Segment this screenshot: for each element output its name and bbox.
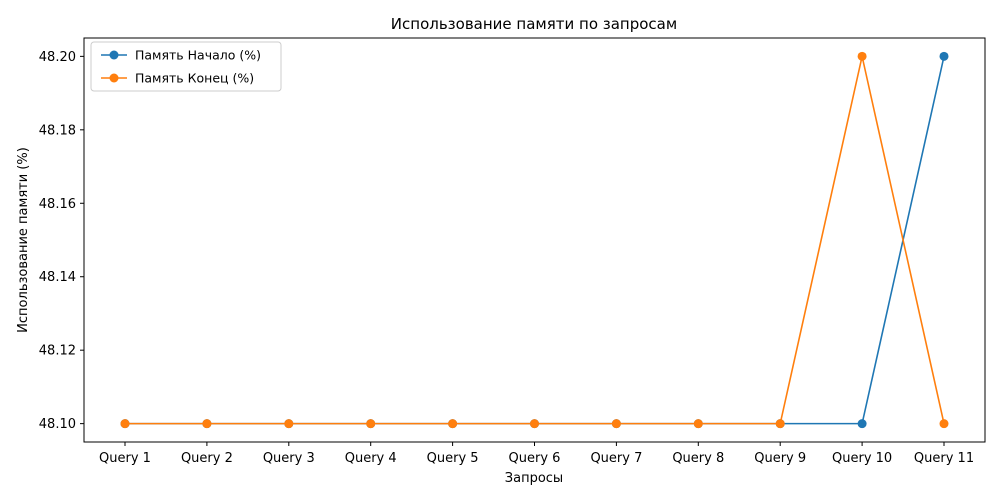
- legend-label: Память Конец (%): [135, 71, 254, 86]
- data-point: [939, 419, 949, 429]
- x-tick-label: Query 4: [345, 451, 397, 466]
- data-point: [366, 419, 376, 429]
- x-tick-label: Query 9: [754, 451, 806, 466]
- data-point: [611, 419, 621, 429]
- x-tick-label: Query 1: [99, 451, 151, 466]
- x-tick-label: Query 10: [832, 451, 892, 466]
- x-tick-label: Query 6: [509, 451, 561, 466]
- legend: Память Начало (%) Память Конец (%): [90, 41, 282, 92]
- y-axis-label: Использование памяти (%): [16, 147, 31, 333]
- y-tick-label: 48.18: [39, 123, 76, 138]
- x-tick-label: Query 3: [263, 451, 315, 466]
- data-point: [120, 419, 130, 429]
- data-point: [939, 51, 949, 61]
- legend-label: Память Начало (%): [135, 48, 261, 63]
- chart-title: Использование памяти по запросам: [391, 15, 677, 33]
- x-tick-label: Query 11: [914, 451, 974, 466]
- legend-box: [90, 41, 282, 92]
- x-tick-label: Query 5: [427, 451, 479, 466]
- series-layer: [120, 51, 949, 429]
- data-point: [857, 51, 867, 61]
- x-tick-label: Query 7: [590, 451, 642, 466]
- legend-marker: [109, 50, 119, 60]
- legend-marker: [109, 73, 119, 83]
- x-tick-label: Query 2: [181, 451, 233, 466]
- x-axis-ticks: Query 1 Query 2 Query 3 Query 4 Query 5 Query…: [99, 442, 974, 466]
- series-2: [120, 51, 949, 429]
- data-point: [202, 419, 212, 429]
- data-point: [448, 419, 458, 429]
- y-tick-label: 48.10: [39, 417, 76, 432]
- data-point: [775, 419, 785, 429]
- y-tick-label: 48.16: [39, 197, 76, 212]
- data-point: [530, 419, 539, 429]
- data-point: [693, 419, 703, 429]
- data-point: [284, 419, 294, 429]
- data-point: [857, 419, 867, 429]
- y-axis-ticks: 48.10 48.12 48.14 48.16 48.18 48.20: [39, 50, 84, 432]
- x-tick-label: Query 8: [672, 451, 724, 466]
- y-tick-label: 48.12: [39, 344, 76, 359]
- x-axis-label: Запросы: [505, 471, 563, 486]
- y-tick-label: 48.14: [39, 270, 76, 285]
- y-tick-label: 48.20: [39, 50, 76, 65]
